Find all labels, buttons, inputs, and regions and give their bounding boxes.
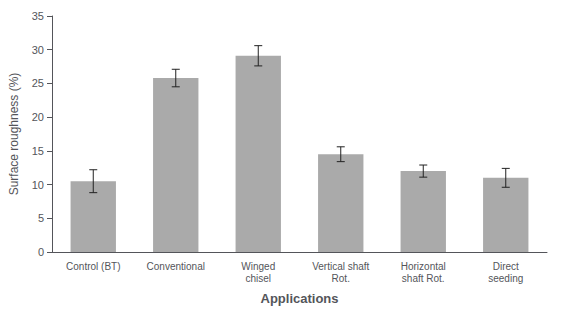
svg-text:shaft Rot.: shaft Rot. (402, 273, 445, 284)
svg-text:Vertical shaft: Vertical shaft (312, 261, 369, 272)
svg-text:10: 10 (32, 179, 44, 191)
svg-text:Control (BT): Control (BT) (66, 261, 120, 272)
svg-text:35: 35 (32, 10, 44, 22)
svg-text:25: 25 (32, 77, 44, 89)
svg-text:Winged: Winged (241, 261, 275, 272)
svg-text:30: 30 (32, 44, 44, 56)
svg-text:Rot.: Rot. (332, 273, 350, 284)
svg-text:Surface roughness (%): Surface roughness (%) (7, 73, 21, 196)
svg-text:chisel: chisel (245, 273, 271, 284)
svg-text:5: 5 (38, 212, 44, 224)
svg-text:seeding: seeding (488, 273, 523, 284)
svg-text:15: 15 (32, 145, 44, 157)
svg-text:Direct: Direct (493, 261, 519, 272)
svg-text:20: 20 (32, 111, 44, 123)
svg-text:Horizontal: Horizontal (401, 261, 446, 272)
svg-text:Applications: Applications (260, 291, 338, 306)
svg-text:Conventional: Conventional (147, 261, 205, 272)
svg-text:0: 0 (38, 246, 44, 258)
